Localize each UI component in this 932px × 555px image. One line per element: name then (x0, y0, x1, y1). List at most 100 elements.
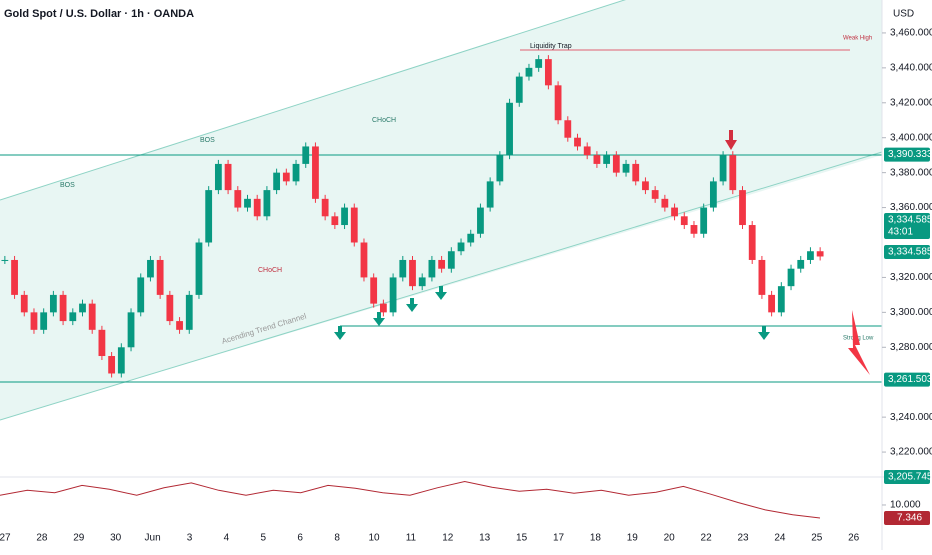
channel-top (0, 0, 627, 201)
candle (632, 163, 640, 182)
candle (622, 163, 630, 173)
candle (253, 198, 261, 217)
candle (282, 172, 290, 182)
candle (273, 172, 281, 191)
indicator-tag-label: 7.346 (897, 513, 922, 524)
x-tick-label: 30 (110, 533, 122, 544)
candle (98, 329, 106, 357)
x-tick-label: 3 (187, 533, 193, 544)
candle (768, 294, 776, 313)
candle (438, 259, 446, 269)
x-tick-label: 6 (297, 533, 303, 544)
candle (263, 190, 271, 217)
candle (428, 259, 436, 278)
price-tag (884, 469, 930, 484)
x-tick-label: 4 (224, 533, 230, 544)
price-tag (884, 372, 930, 387)
candle (671, 207, 678, 217)
candle (331, 216, 339, 226)
price-tag-label: 3,205.745 (888, 472, 932, 483)
candle (379, 303, 387, 313)
candle (127, 312, 135, 348)
candle (457, 242, 465, 252)
countdown-box (884, 212, 930, 239)
candle (312, 146, 319, 199)
candle (399, 259, 407, 278)
channel-fill (0, 0, 882, 420)
candles (1, 55, 824, 378)
candle (321, 198, 329, 217)
x-tick-label: 12 (442, 533, 454, 544)
x-tick-label: 13 (479, 533, 491, 544)
candle (234, 190, 242, 208)
candle (564, 120, 572, 138)
x-tick-label: 5 (261, 533, 267, 544)
candle (680, 216, 688, 226)
candle (350, 207, 358, 243)
annotation: CHoCH (372, 117, 396, 124)
currency: USD (893, 9, 914, 20)
x-tick-label: 27 (0, 533, 11, 544)
annotation: CHoCH (258, 267, 282, 274)
x-tick-label: 25 (811, 533, 823, 544)
x-tick-label: 20 (664, 533, 676, 544)
candle (156, 259, 164, 295)
price-tag (884, 244, 930, 259)
candle (739, 190, 746, 226)
candle (341, 207, 348, 226)
candle (49, 294, 57, 313)
arrow (725, 130, 737, 150)
candle (11, 259, 18, 295)
y-tick-label: 3,400.000 (890, 132, 932, 143)
x-tick-label: 22 (701, 533, 713, 544)
candle (108, 356, 116, 374)
candle (729, 155, 737, 191)
candle (117, 347, 125, 374)
candle (651, 190, 659, 199)
y-tick-label: 3,460.000 (890, 28, 932, 39)
candle (777, 286, 785, 313)
candle (224, 163, 232, 191)
candle (1, 259, 9, 261)
y-tick-label: 3,280.000 (890, 342, 932, 353)
candle (748, 225, 756, 260)
candle (486, 181, 494, 208)
candle (88, 303, 96, 330)
candle (370, 277, 378, 304)
candle (205, 190, 213, 243)
annotation: Weak High (843, 36, 872, 42)
annotation: Liquidity Trap (530, 43, 572, 50)
indicator-line (0, 480, 821, 519)
x-tick-label: 15 (516, 533, 528, 544)
arrow (848, 310, 870, 375)
candle (506, 102, 513, 156)
x-tick-label: 26 (848, 533, 860, 544)
candle (79, 303, 86, 313)
x-tick-label: 11 (406, 533, 417, 544)
candle (661, 198, 669, 208)
x-tick-label: 10 (368, 533, 380, 544)
candle (642, 181, 649, 191)
y-tick-label: 3,440.000 (890, 62, 932, 73)
candle (515, 76, 523, 103)
x-tick-label: 29 (73, 533, 85, 544)
x-tick-label: Jun (145, 533, 161, 544)
candle (612, 155, 620, 173)
x-tick-label: 24 (774, 533, 786, 544)
candle (816, 251, 824, 257)
x-tick-label: 19 (627, 533, 639, 544)
candle (409, 259, 416, 287)
candle (147, 259, 154, 278)
candle (40, 312, 48, 330)
chart-title: Gold Spot / U.S. Dollar · 1h · OANDA (4, 8, 194, 20)
candle (574, 137, 581, 147)
arrows (334, 286, 770, 340)
y-tick-label: 3,240.000 (890, 412, 932, 423)
candle (554, 85, 562, 121)
candle (244, 198, 251, 208)
y-tick-label: 3,220.000 (890, 447, 932, 458)
indicator-tag (884, 510, 930, 525)
candle (709, 181, 717, 208)
candle (797, 259, 805, 269)
candle (59, 294, 67, 322)
